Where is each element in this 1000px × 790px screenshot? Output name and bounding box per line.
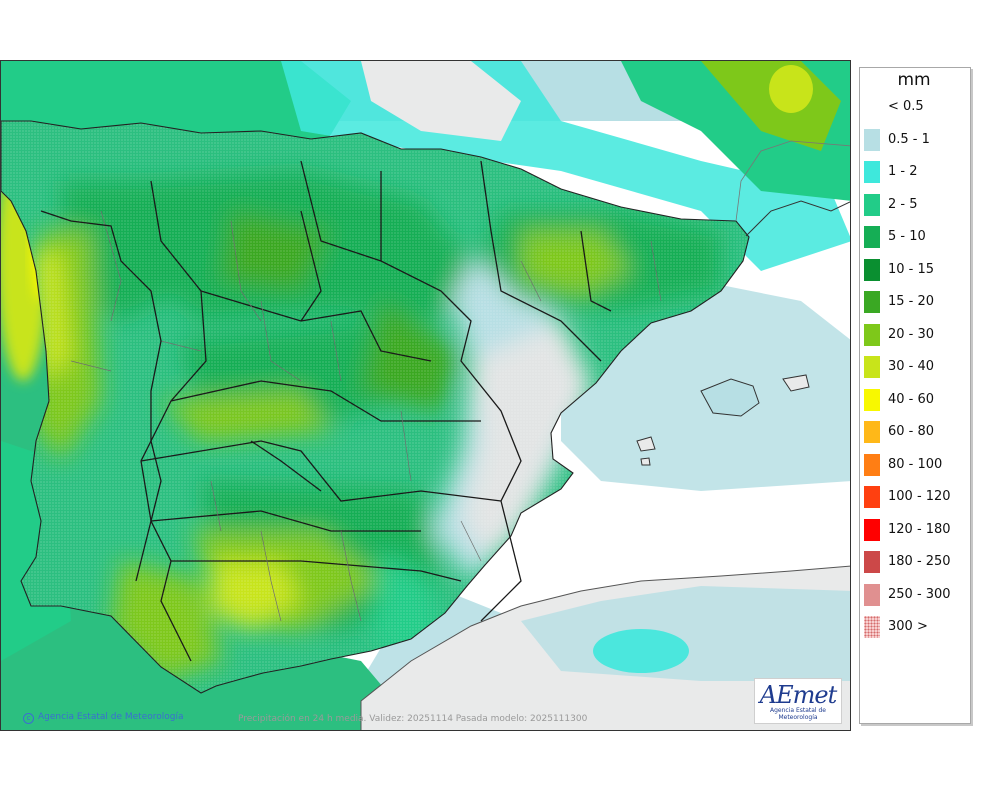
legend-swatch xyxy=(864,421,880,443)
legend-swatch xyxy=(864,388,880,411)
legend-label: 40 - 60 xyxy=(888,391,935,407)
legend-label: < 0.5 xyxy=(888,99,924,114)
agency-credit-text: Agencia Estatal de Meteorología xyxy=(38,712,184,722)
aemet-logo: AEmet Agencia Estatal de Meteorología xyxy=(754,678,842,724)
legend-swatch xyxy=(864,96,880,118)
balearic-islands xyxy=(636,374,810,466)
legend-swatch xyxy=(864,551,880,573)
legend-item: 0.5 - 1 xyxy=(864,128,968,151)
legend-label: 2 - 5 xyxy=(888,196,918,212)
legend-label: 5 - 10 xyxy=(888,229,926,244)
legend-swatch xyxy=(864,616,880,638)
legend-item: 300 > xyxy=(864,616,968,638)
legend-item: 1 - 2 xyxy=(864,161,968,183)
legend-label: 120 - 180 xyxy=(888,521,951,537)
legend-swatch xyxy=(864,193,880,216)
map-canvas xyxy=(1,61,850,730)
legend-item: 2 - 5 xyxy=(864,193,968,216)
legend-item: 250 - 300 xyxy=(864,583,968,606)
legend-label: 250 - 300 xyxy=(888,586,951,602)
legend-label: 1 - 2 xyxy=(888,164,918,179)
legend-item: 30 - 40 xyxy=(864,356,968,378)
legend-title: mm xyxy=(897,70,931,90)
france-coast xyxy=(745,200,850,237)
provincial-borders xyxy=(70,210,662,622)
legend-item: 10 - 15 xyxy=(864,258,968,281)
legend-swatch xyxy=(864,583,880,606)
legend-panel: mm < 0.5 0.5 - 1 1 - 2 2 - 5 5 - 10 10 - 15 15… xyxy=(859,67,971,724)
legend-item: 120 - 180 xyxy=(864,518,968,541)
legend-label: 300 > xyxy=(888,619,928,634)
legend-label: 100 - 120 xyxy=(888,489,951,504)
legend-label: 30 - 40 xyxy=(888,359,935,374)
legend-item: 40 - 60 xyxy=(864,388,968,411)
legend-item: 180 - 250 xyxy=(864,551,968,573)
legend-label: 60 - 80 xyxy=(888,424,935,439)
legend-swatch xyxy=(864,323,880,346)
legend-swatch xyxy=(864,453,880,476)
legend-item: 5 - 10 xyxy=(864,226,968,248)
agency-credit: c Agencia Estatal de Meteorología xyxy=(23,712,184,724)
legend-item: 15 - 20 xyxy=(864,291,968,313)
logo-subtitle: Agencia Estatal de Meteorología xyxy=(769,707,826,721)
legend-label: 180 - 250 xyxy=(888,554,951,569)
legend-item: 60 - 80 xyxy=(864,421,968,443)
legend-label: 0.5 - 1 xyxy=(888,131,930,147)
map-caption: Precipitación en 24 h media. Validez: 20… xyxy=(238,714,588,724)
legend-swatch xyxy=(864,128,880,151)
legend-label: 20 - 30 xyxy=(888,326,935,342)
regional-borders xyxy=(135,160,612,622)
logo-mark: AEmet xyxy=(759,681,837,709)
legend-swatch xyxy=(864,518,880,541)
legend-swatch xyxy=(864,226,880,248)
legend-label: 10 - 15 xyxy=(888,261,935,277)
legend-item: 80 - 100 xyxy=(864,453,968,476)
legend-swatch xyxy=(864,258,880,281)
legend-label: 15 - 20 xyxy=(888,294,935,309)
legend-swatch xyxy=(864,486,880,508)
legend-item: 100 - 120 xyxy=(864,486,968,508)
legend-swatch xyxy=(864,161,880,183)
precipitation-map: c Agencia Estatal de Meteorología Precipi… xyxy=(0,60,851,731)
legend-item: < 0.5 xyxy=(864,96,968,118)
portugal-border xyxy=(40,210,192,662)
copyright-icon: c xyxy=(23,713,34,724)
legend-swatch xyxy=(864,291,880,313)
legend-label: 80 - 100 xyxy=(888,456,943,472)
legend-swatch xyxy=(864,356,880,378)
legend-item: 20 - 30 xyxy=(864,323,968,346)
